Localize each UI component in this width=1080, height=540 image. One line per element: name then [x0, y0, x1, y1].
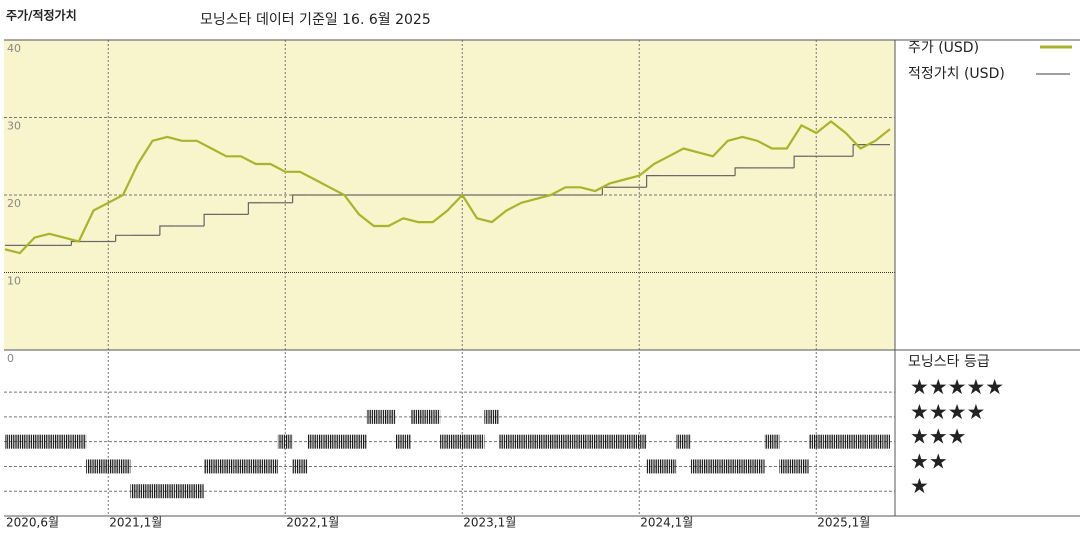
- x-tick-label: 2023,1월: [463, 516, 516, 530]
- rating-bar: [27, 434, 42, 449]
- rating-title: 모닝스타 등급: [908, 354, 990, 370]
- y-tick-label: 10: [7, 275, 21, 288]
- rating-bar: [617, 434, 632, 449]
- legend-label: 적정가치 (USD): [908, 66, 1005, 82]
- rating-bar: [204, 459, 219, 474]
- rating-bar: [277, 434, 293, 449]
- rating-bar: [558, 434, 573, 449]
- rating-label: ★: [910, 474, 929, 498]
- rating-bar: [735, 459, 750, 474]
- chart-subtitle: 모닝스타 데이터 기준일 16. 6월 2025: [200, 12, 431, 28]
- rating-bar: [322, 434, 337, 449]
- rating-bar: [794, 459, 809, 474]
- rating-bar: [513, 434, 529, 449]
- rating-bar: [86, 459, 101, 474]
- rating-bar: [764, 434, 780, 449]
- rating-bar: [454, 434, 470, 449]
- x-tick-label: 2021,1월: [109, 516, 162, 530]
- rating-bar: [395, 434, 411, 449]
- rating-bar: [71, 434, 87, 449]
- rating-bar: [882, 434, 890, 449]
- rating-bar: [218, 459, 234, 474]
- fair-value-step: [646, 175, 662, 188]
- y-tick-label: 40: [7, 42, 21, 55]
- rating-bar: [189, 484, 205, 499]
- rating-bar: [130, 484, 146, 499]
- rating-bar: [292, 459, 308, 474]
- rating-bar: [528, 434, 544, 449]
- x-tick-label: 2022,1월: [286, 516, 339, 530]
- rating-bar: [631, 434, 647, 449]
- rating-bar: [838, 434, 854, 449]
- rating-bar: [41, 434, 57, 449]
- rating-bar: [690, 459, 706, 474]
- fair-value-step: [734, 167, 750, 176]
- y-tick-label: 30: [7, 120, 21, 133]
- fair-value-step: [793, 155, 809, 168]
- rating-bar: [867, 434, 883, 449]
- rating-bar: [100, 459, 116, 474]
- rating-bar: [661, 459, 677, 474]
- rating-bar: [440, 434, 455, 449]
- rating-bar: [336, 434, 352, 449]
- rating-bar: [646, 459, 662, 474]
- x-tick-label: 2020,6월: [6, 516, 59, 530]
- y-tick-label: 20: [7, 197, 21, 210]
- rating-bar: [145, 484, 160, 499]
- rating-bar: [808, 434, 824, 449]
- rating-bar: [499, 434, 514, 449]
- rating-bar: [56, 434, 72, 449]
- rating-bar: [159, 484, 175, 499]
- y-tick-label: 0: [7, 352, 14, 365]
- rating-bar: [602, 434, 618, 449]
- fair-value-step: [159, 225, 175, 236]
- rating-label: ★★★★: [910, 400, 985, 424]
- fair-value-step: [203, 213, 219, 226]
- x-tick-label: 2024,1월: [640, 516, 693, 530]
- rating-bar: [572, 434, 588, 449]
- rating-bar: [12, 434, 28, 449]
- rating-bar: [676, 434, 691, 449]
- fair-value-step: [852, 144, 868, 157]
- rating-bar: [248, 459, 264, 474]
- rating-bar: [823, 434, 839, 449]
- fair-value-step: [292, 194, 308, 203]
- rating-bar: [233, 459, 249, 474]
- rating-bar: [720, 459, 736, 474]
- rating-bar: [425, 409, 441, 424]
- rating-bar: [484, 409, 500, 424]
- fair-value-step: [70, 240, 87, 246]
- chart-title: 주가/적정가치: [6, 8, 77, 23]
- rating-label: ★★: [910, 449, 948, 473]
- rating-bar: [779, 459, 795, 474]
- rating-bar: [351, 434, 367, 449]
- rating-bar: [705, 459, 721, 474]
- x-tick-label: 2025,1월: [817, 516, 870, 530]
- rating-bar: [381, 409, 396, 424]
- rating-bar: [543, 434, 559, 449]
- rating-label: ★★★: [910, 425, 966, 449]
- rating-bar: [366, 409, 382, 424]
- rating-bar: [469, 434, 485, 449]
- rating-bar: [410, 409, 426, 424]
- fair-value-step: [247, 202, 264, 215]
- rating-label: ★★★★★: [910, 375, 1004, 399]
- legend-label: 주가 (USD): [908, 40, 979, 56]
- rating-bar: [263, 459, 278, 474]
- rating-bar: [5, 434, 13, 449]
- rating-bar: [115, 459, 131, 474]
- rating-bar: [587, 434, 603, 449]
- rating-bar: [174, 484, 190, 499]
- fair-value-step: [115, 234, 131, 242]
- rating-bar: [853, 434, 868, 449]
- price-line: [4, 120, 891, 255]
- rating-bar: [307, 434, 323, 449]
- rating-bar: [749, 459, 765, 474]
